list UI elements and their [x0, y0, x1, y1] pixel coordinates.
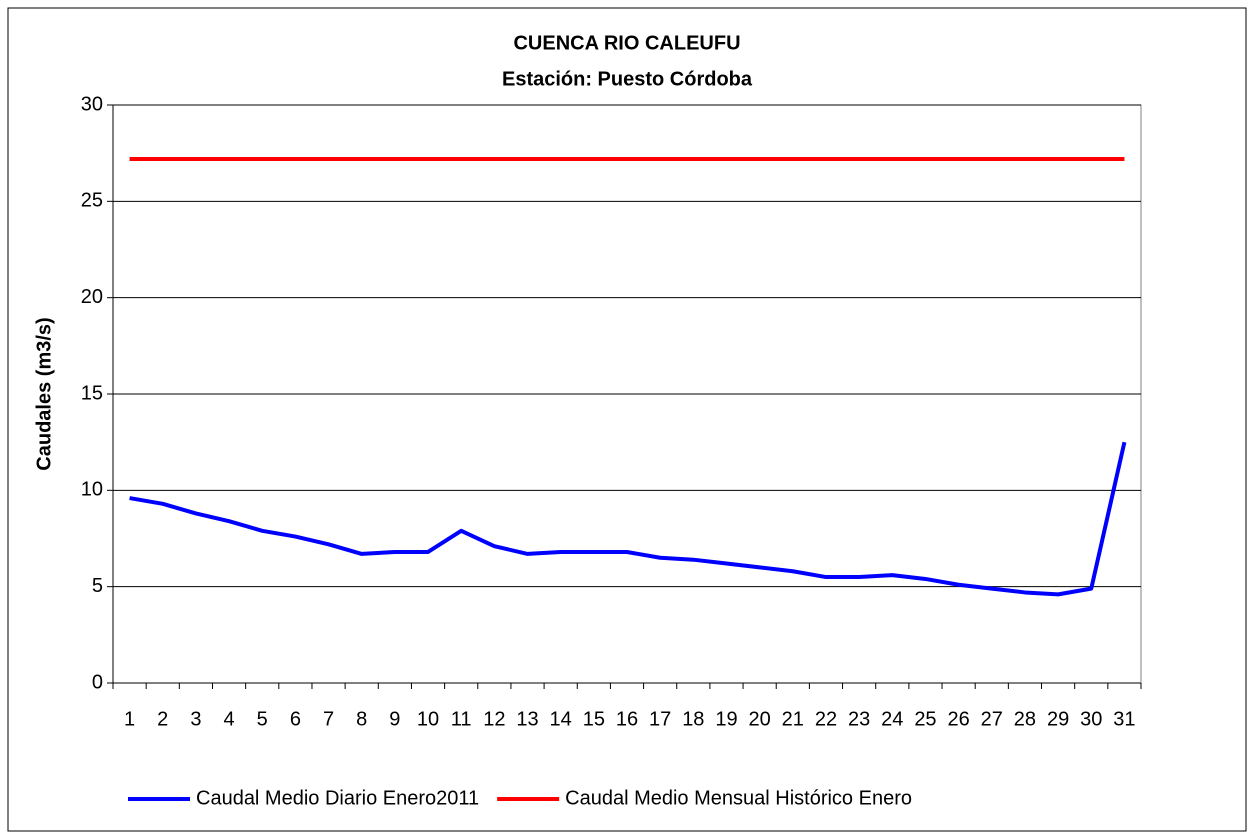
- y-tick-label: 15: [81, 382, 103, 404]
- x-tick-label: 18: [682, 708, 704, 730]
- x-tick-label: 10: [417, 708, 439, 730]
- x-tick-label: 8: [356, 708, 367, 730]
- x-tick-label: 27: [981, 708, 1003, 730]
- x-tick-label: 4: [224, 708, 235, 730]
- x-tick-label: 15: [583, 708, 605, 730]
- x-tick-label: 21: [782, 708, 804, 730]
- legend-label: Caudal Medio Diario Enero2011: [196, 787, 479, 809]
- y-tick-label: 25: [81, 190, 103, 212]
- x-tick-label: 9: [389, 708, 400, 730]
- chart-subtitle: Estación: Puesto Córdoba: [502, 68, 753, 90]
- series-line: [129, 441, 1127, 597]
- x-tick-label: 5: [257, 708, 268, 730]
- y-tick-label: 20: [81, 286, 103, 308]
- y-tick-label: 10: [81, 479, 103, 501]
- x-tick-label: 13: [516, 708, 538, 730]
- chart-title: CUENCA RIO CALEUFU: [513, 32, 740, 54]
- legend-label: Caudal Medio Mensual Histórico Enero: [565, 787, 912, 809]
- x-tick-label: 6: [290, 708, 301, 730]
- y-tick-label: 0: [92, 671, 103, 693]
- x-tick-label: 20: [749, 708, 771, 730]
- x-tick-label: 26: [947, 708, 969, 730]
- x-tick-label: 3: [190, 708, 201, 730]
- x-tick-label: 2: [157, 708, 168, 730]
- x-tick-label: 24: [881, 708, 903, 730]
- y-axis-label: Caudales (m3/s): [33, 317, 55, 470]
- x-tick-label: 19: [715, 708, 737, 730]
- x-tick-label: 28: [1014, 708, 1036, 730]
- x-tick-label: 16: [616, 708, 638, 730]
- x-tick-label: 23: [848, 708, 870, 730]
- x-tick-label: 30: [1080, 708, 1102, 730]
- x-tick-label: 12: [483, 708, 505, 730]
- x-tick-label: 22: [815, 708, 837, 730]
- x-tick-label: 14: [550, 708, 572, 730]
- x-tick-label: 17: [649, 708, 671, 730]
- x-tick-label: 1: [124, 708, 135, 730]
- x-tick-label: 25: [914, 708, 936, 730]
- y-tick-label: 30: [81, 93, 103, 115]
- x-tick-label: 7: [323, 708, 334, 730]
- x-tick-label: 29: [1047, 708, 1069, 730]
- x-tick-label: 11: [451, 708, 472, 730]
- y-tick-label: 5: [92, 575, 103, 597]
- x-tick-label: 31: [1113, 708, 1135, 730]
